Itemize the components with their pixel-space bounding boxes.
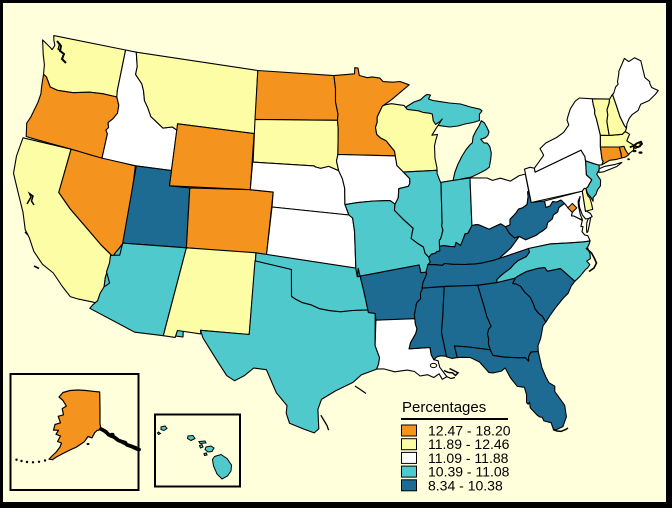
svg-text:10.39 - 11.08: 10.39 - 11.08 (428, 464, 510, 480)
svg-text:11.89 - 12.46: 11.89 - 12.46 (428, 436, 510, 452)
svg-text:12.47 - 18.20: 12.47 - 18.20 (428, 423, 511, 439)
svg-text:8.34 - 10.38: 8.34 - 10.38 (428, 477, 503, 493)
svg-text:11.09 - 11.88: 11.09 - 11.88 (428, 450, 509, 466)
svg-text:Percentages: Percentages (402, 399, 486, 416)
